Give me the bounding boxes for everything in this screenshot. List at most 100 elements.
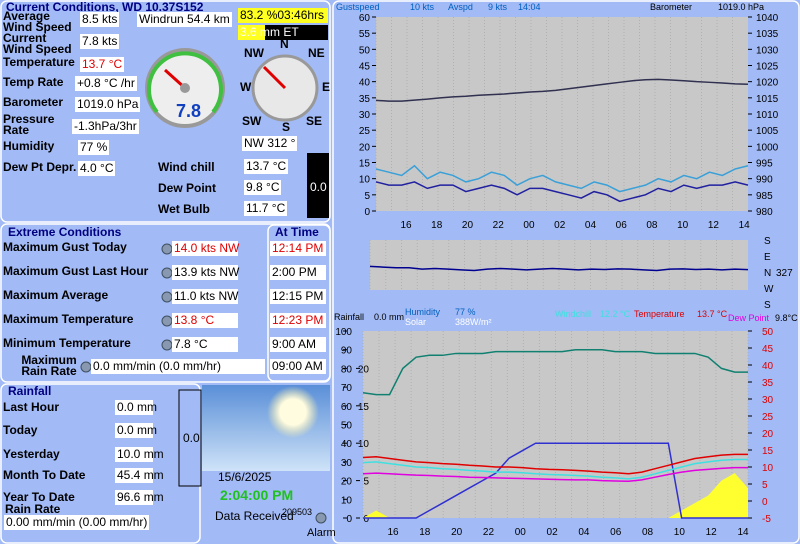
value: 13.8 °C (172, 313, 238, 328)
tick-label: 1040 (756, 13, 779, 24)
area (363, 473, 748, 518)
tick-label: 5 (364, 191, 370, 202)
label: Pressure Rate (3, 112, 55, 137)
graph-header: Humidity (405, 307, 441, 317)
graph-header: Gustspeed (336, 2, 380, 12)
tick-label: 60 (341, 402, 353, 413)
value: 11.0 kts NW (172, 289, 239, 304)
x-tick-label: 00 (515, 527, 527, 538)
time: 12:23 PM (270, 313, 326, 328)
direction-value: 327 (776, 268, 793, 279)
label: Wet Bulb (158, 202, 210, 216)
sun (267, 386, 319, 438)
time: 9:00 AM (270, 337, 326, 352)
tick-label: 25 (762, 412, 774, 423)
value: 11.7 °C (244, 201, 288, 216)
graph-header: Avspd (448, 2, 473, 12)
line (362, 453, 748, 475)
tick-label: 20 (358, 364, 370, 375)
tick-label: 40 (359, 78, 371, 89)
rain-gauge-value: 0.0 (183, 431, 200, 445)
panel-title: At Time (275, 225, 319, 239)
value: 13.7 °C (80, 57, 125, 72)
indicator (161, 291, 173, 303)
label: Barometer (3, 95, 64, 109)
value: -1.3hPa/3hr (72, 119, 139, 134)
label: Wind chill (158, 160, 215, 174)
graph-header: 9.8°C (775, 313, 798, 323)
tick-label: 50 (341, 421, 353, 432)
indicator (161, 243, 173, 255)
x-tick-label: 22 (493, 220, 505, 231)
panel-title: Current Conditions, WD 10.37S152 (6, 0, 204, 14)
value: 0.0 mm (115, 400, 158, 415)
gauge-arc (147, 51, 223, 114)
value: 13.9 kts NW (172, 265, 240, 280)
windrun: Windrun 54.4 km (137, 12, 232, 27)
label: Humidity (3, 139, 55, 153)
alarm-light (315, 512, 327, 524)
tick-label: 0 (762, 497, 768, 508)
x-tick-label: 02 (554, 220, 566, 231)
x-tick-label: 20 (462, 220, 474, 231)
graph-header: 13.7 °C (697, 309, 728, 319)
graph-header: Dew Point (728, 313, 770, 323)
tick-label: 30 (341, 458, 353, 469)
label: Current Wind Speed (3, 31, 72, 56)
value: 7.8 kts (80, 34, 120, 49)
tick-label: 70 (341, 383, 353, 394)
tick-label: 1035 (756, 29, 779, 40)
count: 209503 (282, 507, 313, 517)
tick-label: 0 (346, 514, 352, 525)
panel-title: Extreme Conditions (8, 225, 122, 239)
rain-gauge (178, 389, 202, 487)
gauge-value: 7.8 (176, 101, 202, 121)
value: 8.5 kts (80, 12, 120, 27)
compass-point: SE (306, 114, 323, 128)
tick-label: 10 (359, 175, 371, 186)
x-tick-label: 16 (400, 220, 412, 231)
graph-header: 9 kts (488, 2, 508, 12)
compass-point: N (280, 37, 289, 51)
label: Dew Point (158, 181, 217, 195)
x-tick-label: 18 (419, 527, 431, 538)
rain-box (307, 153, 329, 218)
panel-title: Rainfall (8, 384, 52, 398)
compass-point: W (240, 80, 252, 94)
label: Month To Date (3, 468, 86, 482)
label: Temp Rate (3, 75, 64, 89)
tick-label: 0 (364, 207, 370, 218)
plot-area (376, 17, 748, 211)
line (375, 78, 749, 102)
graph-header: Rainfall (334, 312, 365, 322)
tick-label: 1010 (756, 110, 779, 121)
graph-header: Solar (405, 317, 427, 327)
x-tick-label: 16 (387, 527, 399, 538)
value: 9.8 °C (244, 180, 282, 195)
label: Today (3, 423, 38, 437)
value: 0.0 mm/min (0.0 mm/hr) (91, 359, 265, 374)
tick-label: 1030 (756, 45, 779, 56)
tick-label: 10 (762, 463, 774, 474)
value: +0.8 °C /hr (75, 76, 137, 91)
compass-point: NE (308, 46, 325, 60)
tick-label: 15 (358, 402, 370, 413)
direction-label: W (764, 284, 774, 295)
x-tick-label: 08 (646, 220, 658, 231)
tick-label: 20 (762, 429, 774, 440)
x-tick-label: 22 (483, 527, 495, 538)
value: 13.7 °C (244, 159, 289, 174)
compass-point: E (322, 80, 331, 94)
value: 10.0 mm (115, 447, 164, 462)
x-tick-label: 00 (523, 220, 535, 231)
label: Rain Rate (5, 502, 61, 516)
graph-header: 388W/m² (455, 317, 492, 327)
label: Maximum Gust Last Hour (3, 264, 149, 278)
tick-label: -5 (762, 514, 771, 525)
indicator (161, 315, 173, 327)
alarm: Alarm (307, 527, 336, 539)
time: 2:04:00 PM (220, 487, 294, 503)
label: Year To Date (3, 490, 75, 504)
